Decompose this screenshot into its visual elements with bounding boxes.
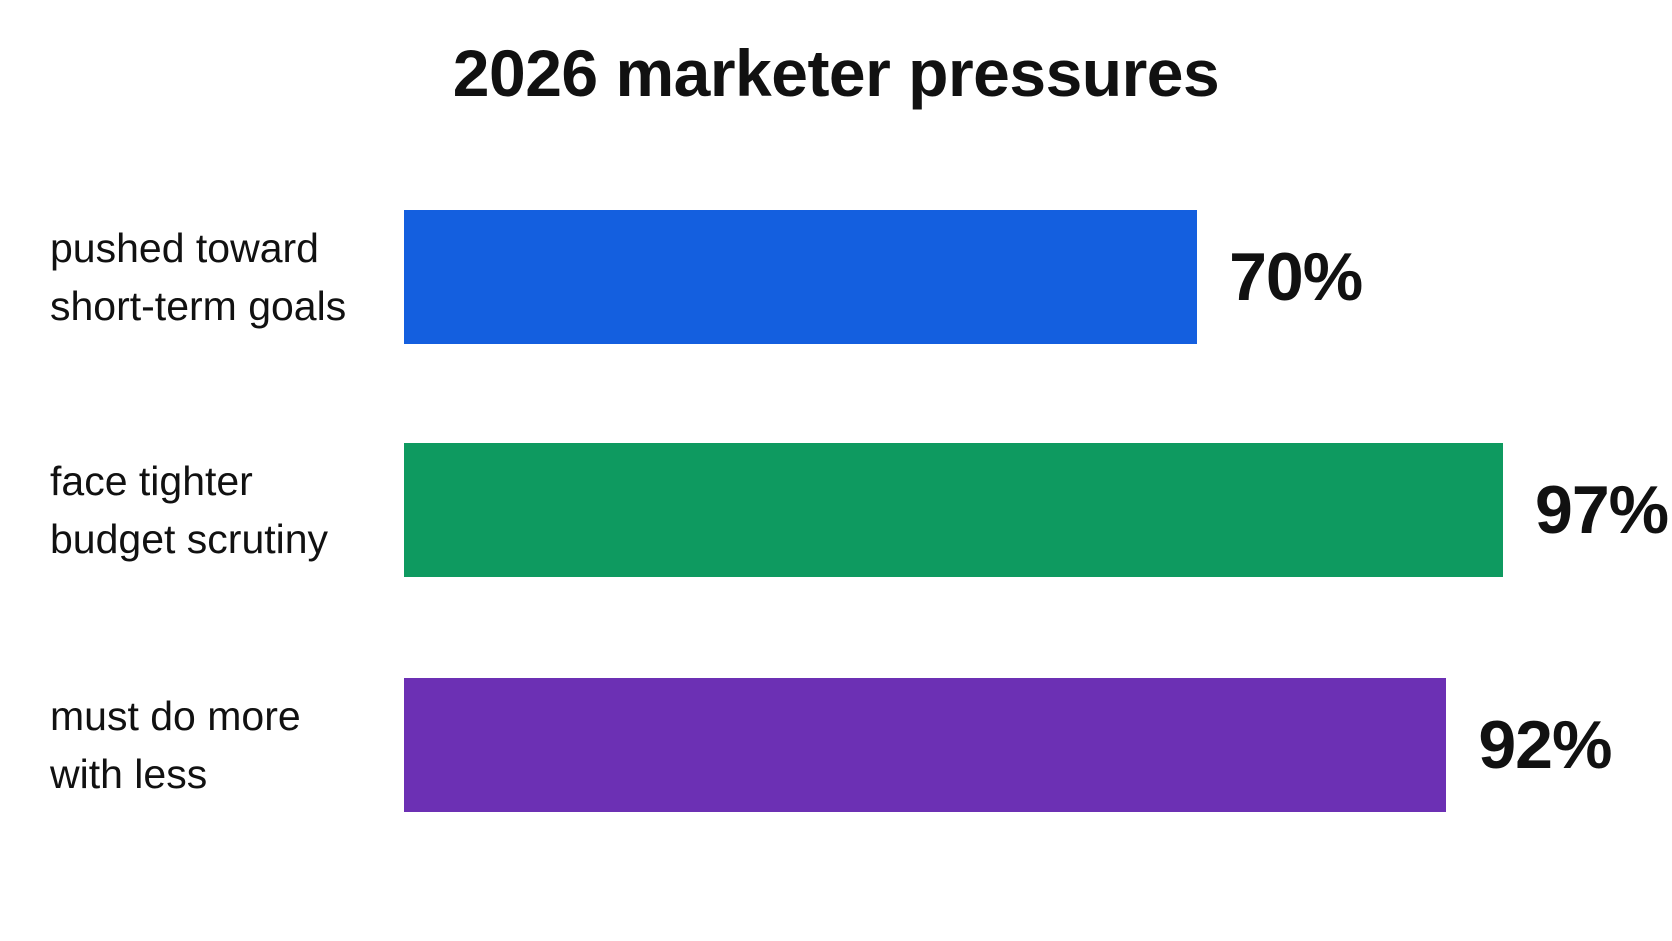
- bar-row: must do more with less 92%: [0, 678, 1672, 812]
- value-label: 97%: [1535, 472, 1669, 548]
- category-label: must do more with less: [50, 693, 301, 797]
- bar-row: face tighter budget scrutiny 97%: [0, 443, 1672, 577]
- bar: [404, 678, 1447, 812]
- bar-row: pushed toward short-term goals 70%: [0, 210, 1672, 344]
- category-label: pushed toward short-term goals: [50, 225, 347, 329]
- bar: [404, 210, 1198, 344]
- value-label: 92%: [1478, 707, 1612, 783]
- value-label: 70%: [1229, 239, 1363, 315]
- category-label: face tighter budget scrutiny: [50, 458, 329, 562]
- bar: [404, 443, 1503, 577]
- chart-title: 2026 marketer pressures: [452, 36, 1220, 110]
